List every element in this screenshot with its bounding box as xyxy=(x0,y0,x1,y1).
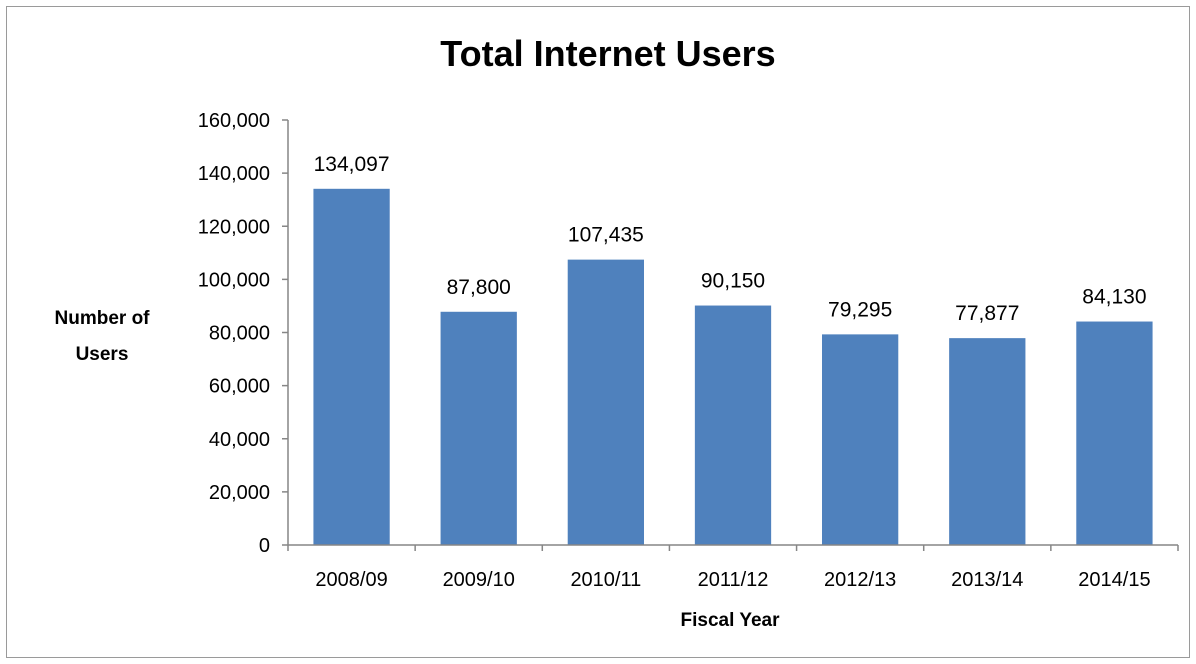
chart-title: Total Internet Users xyxy=(440,33,775,74)
bar-2011/12 xyxy=(694,305,772,545)
x-axis-title: Fiscal Year xyxy=(681,610,781,631)
y-tick-label: 20,000 xyxy=(209,482,270,504)
y-tick-label: 60,000 xyxy=(209,376,270,398)
bar-2009/10 xyxy=(440,311,517,545)
data-label: 107,435 xyxy=(568,224,644,247)
data-label: 77,877 xyxy=(955,302,1019,325)
x-tick-label: 2013/14 xyxy=(951,569,1023,591)
bar-2010/11 xyxy=(567,259,644,545)
x-tick-label: 2014/15 xyxy=(1078,569,1150,591)
y-tick-label: 140,000 xyxy=(198,163,270,185)
x-tick-label: 2010/11 xyxy=(570,569,641,591)
y-tick-label: 0 xyxy=(259,535,270,557)
y-axis-title-line-2: Users xyxy=(76,344,129,365)
x-tick-label: 2009/10 xyxy=(443,569,515,591)
bar-2014/15 xyxy=(1076,321,1153,545)
y-tick-label: 40,000 xyxy=(209,429,270,451)
bar-2012/13 xyxy=(822,334,899,545)
data-label: 134,097 xyxy=(314,153,390,176)
y-tick-label: 120,000 xyxy=(198,216,270,238)
bar-2008/09 xyxy=(313,188,390,545)
data-label: 79,295 xyxy=(828,298,892,321)
x-tick-label: 2011/12 xyxy=(698,569,769,591)
data-label: 90,150 xyxy=(701,270,765,293)
x-tick-label: 2012/13 xyxy=(824,569,896,591)
y-tick-label: 160,000 xyxy=(198,110,270,132)
y-tick-label: 80,000 xyxy=(209,323,270,345)
data-label: 87,800 xyxy=(447,276,511,299)
y-axis-title-line-1: Number of xyxy=(55,308,151,329)
x-tick-label: 2008/09 xyxy=(315,569,387,591)
data-label: 84,130 xyxy=(1082,286,1146,309)
bar-2013/14 xyxy=(949,338,1026,545)
y-tick-label: 100,000 xyxy=(198,269,270,291)
